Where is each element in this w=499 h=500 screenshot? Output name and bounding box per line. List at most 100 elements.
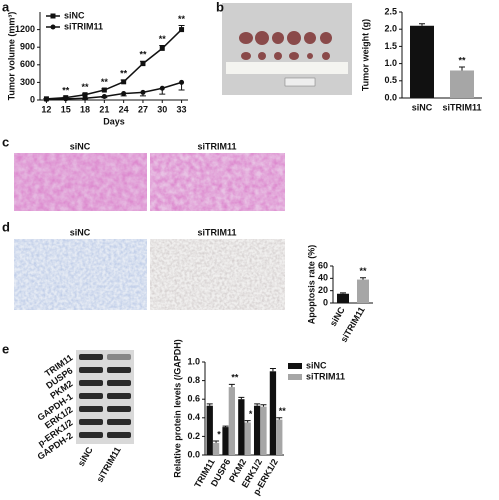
- error-bar: [244, 420, 251, 423]
- y-tick-label: 0.0: [384, 92, 397, 102]
- y-axis-label: Tumor volume (mm³): [6, 12, 16, 101]
- marker: [121, 79, 127, 85]
- error-bar: [260, 404, 267, 407]
- significance: **: [279, 406, 287, 416]
- line: [46, 81, 182, 101]
- legend-swatch: [288, 363, 302, 369]
- error-bar: [213, 440, 220, 443]
- y-tick-label: 1200: [15, 24, 35, 34]
- significance: **: [120, 68, 128, 78]
- panel-label: e: [2, 341, 9, 356]
- error-bar: [238, 396, 245, 400]
- bar: [357, 279, 369, 303]
- x-tick-label: 18: [80, 104, 90, 114]
- significance: **: [82, 82, 90, 92]
- band: [79, 419, 103, 425]
- y-tick-label: 0.5: [384, 75, 397, 85]
- y-tick-label: 0.6: [187, 394, 200, 404]
- x-tick-label: 27: [138, 104, 148, 114]
- line: [46, 29, 183, 100]
- y-tick-label: 0.2: [187, 431, 200, 441]
- marker: [140, 61, 146, 67]
- panel-label: b: [216, 0, 224, 14]
- y-axis-label: Apoptosis rate (%): [306, 245, 316, 325]
- error-bar: [228, 383, 235, 388]
- y-tick-label: 60: [318, 260, 328, 270]
- band: [107, 380, 131, 386]
- image-label: siNC: [70, 141, 91, 151]
- band: [107, 432, 131, 438]
- significance: *: [249, 409, 253, 419]
- y-tick-label: 0: [323, 297, 328, 307]
- y-tick-label: 2.0: [384, 24, 397, 34]
- error-bar: [459, 66, 465, 71]
- x-tick-label: 21: [99, 104, 109, 114]
- legend-swatch: [288, 374, 302, 380]
- y-axis-label: Tumor weight (g): [360, 19, 370, 91]
- error-bar: [269, 368, 276, 372]
- marker: [159, 85, 165, 91]
- band: [79, 367, 103, 373]
- significance: **: [62, 85, 70, 95]
- marker: [179, 79, 185, 85]
- error-bar: [360, 277, 366, 280]
- bar: [269, 371, 277, 455]
- panel-label: d: [2, 219, 10, 234]
- band: [107, 354, 131, 360]
- image-label: siTRIM11: [197, 227, 236, 237]
- bar: [410, 25, 434, 98]
- band: [107, 393, 131, 399]
- band: [107, 406, 131, 412]
- marker: [63, 96, 69, 102]
- bar: [450, 70, 474, 98]
- significance: **: [139, 50, 147, 60]
- band: [79, 406, 103, 412]
- y-tick-label: 900: [20, 42, 35, 52]
- x-tick-label: 30: [157, 104, 167, 114]
- error-bar: [254, 403, 261, 406]
- x-tick-label: siNC: [412, 102, 433, 112]
- y-tick-label: 0.8: [187, 375, 200, 385]
- y-tick-label: 20: [318, 285, 328, 295]
- y-tick-label: 1.0: [187, 356, 200, 366]
- significance: *: [217, 429, 221, 439]
- bar: [337, 293, 349, 303]
- y-tick-label: 600: [20, 59, 35, 69]
- bar: [276, 419, 283, 455]
- y-tick-label: 1.0: [384, 58, 397, 68]
- ihc-images: [14, 239, 285, 310]
- image-label: siNC: [70, 227, 91, 237]
- significance: **: [101, 77, 109, 87]
- marker: [121, 91, 127, 97]
- he-images: [14, 153, 285, 211]
- bar: [228, 387, 236, 455]
- error-bar: [222, 425, 229, 428]
- band: [79, 393, 103, 399]
- bar: [244, 422, 251, 455]
- marker: [82, 95, 88, 101]
- band: [79, 354, 103, 360]
- significance: **: [178, 14, 186, 24]
- marker: [101, 87, 107, 93]
- band: [79, 380, 103, 386]
- error-bar: [340, 292, 346, 294]
- bar: [206, 405, 213, 455]
- legend-marker: [50, 24, 56, 30]
- marker: [82, 92, 88, 98]
- bar: [253, 405, 261, 455]
- y-axis-label: Relative protein levels (/GAPDH): [172, 339, 182, 478]
- legend-label: siNC: [64, 10, 85, 20]
- significance: **: [231, 373, 239, 383]
- bar: [222, 427, 229, 455]
- tumor-photo: [222, 3, 352, 95]
- marker: [140, 89, 146, 95]
- error-bar: [419, 23, 425, 26]
- x-tick-label: 24: [119, 104, 129, 114]
- x-axis-label: Days: [103, 116, 125, 126]
- band: [107, 367, 131, 373]
- panel-label: c: [2, 134, 9, 149]
- y-tick-label: 0: [30, 94, 35, 104]
- y-tick-label: 2.5: [384, 6, 397, 16]
- x-tick-label: 12: [41, 104, 51, 114]
